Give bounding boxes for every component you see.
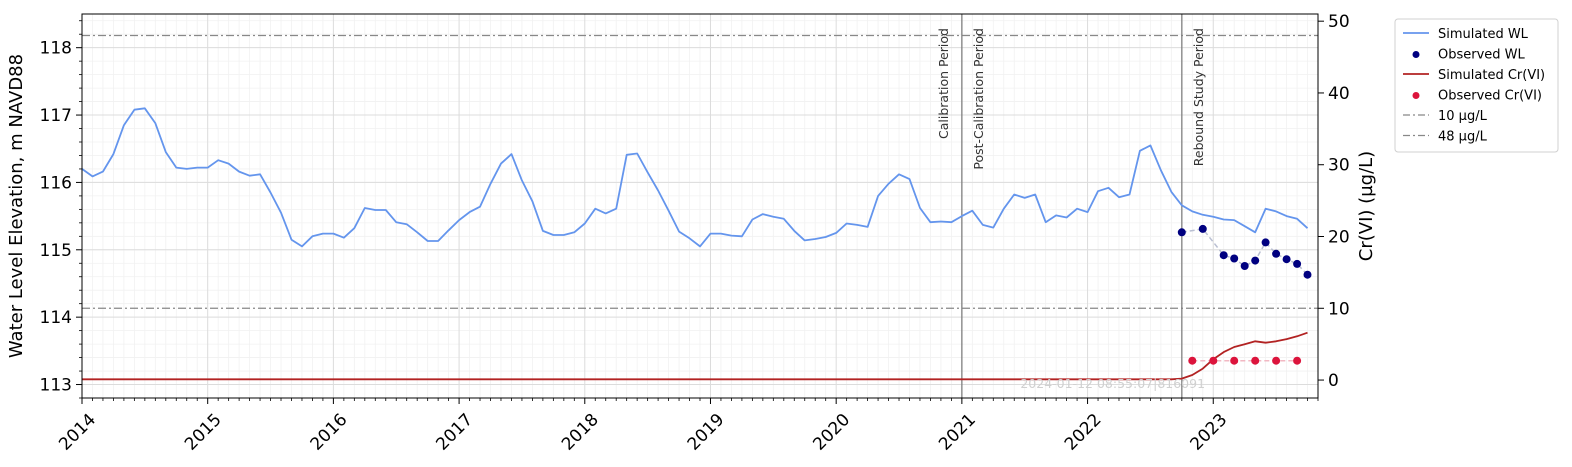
data-point <box>1230 254 1239 263</box>
period-label: Calibration Period <box>936 28 951 139</box>
data-point <box>1251 256 1260 265</box>
y-left-tick-label: 116 <box>40 173 72 193</box>
legend-label: Observed Cr(VI) <box>1438 89 1542 104</box>
data-point <box>1219 251 1228 260</box>
y-left-tick-label: 118 <box>40 39 72 59</box>
y-axis-left-label: Water Level Elevation, m NAVD88 <box>6 54 27 358</box>
y-right-tick-label: 40 <box>1328 84 1350 104</box>
legend-label: 10 µg/L <box>1438 109 1488 124</box>
y-left-tick-label: 114 <box>40 308 72 328</box>
legend-box <box>1394 18 1559 153</box>
legend-label: Observed WL <box>1438 48 1526 63</box>
data-point <box>1293 259 1302 268</box>
legend-label: Simulated Cr(VI) <box>1438 68 1545 83</box>
data-point <box>1198 224 1207 233</box>
data-point <box>1272 356 1281 365</box>
data-point <box>1272 249 1281 258</box>
period-lines: Calibration Period Post-Calibration Perio… <box>936 14 1206 398</box>
legend-swatch <box>1412 92 1420 99</box>
series-line <box>81 107 1309 248</box>
threshold-lines <box>82 34 1318 309</box>
data-point <box>1177 228 1186 237</box>
legend-label: 48 µg/L <box>1438 130 1488 145</box>
y-left-tick-label: 113 <box>40 376 72 396</box>
data-point <box>1188 356 1197 365</box>
y-left-tick-label: 115 <box>40 241 72 261</box>
series-line <box>82 331 1308 381</box>
data-point <box>1230 356 1239 365</box>
y-axis-right: 0 10 20 30 40 50 <box>1318 12 1350 391</box>
legend-swatch <box>1412 51 1420 58</box>
y-left-tick-label: 117 <box>40 106 72 126</box>
data-point <box>1209 356 1218 365</box>
legend: Simulated WL Observed WL Simulated Cr(VI) O… <box>1394 18 1559 153</box>
legend-label: Simulated WL <box>1438 27 1529 42</box>
y-right-tick-label: 0 <box>1328 371 1339 391</box>
data-point <box>1261 238 1270 247</box>
data-point <box>1293 356 1302 365</box>
timestamp-watermark: 2024-01-12 08:55:07|816091 <box>1020 376 1205 391</box>
period-label: Post-Calibration Period <box>971 28 986 170</box>
y-right-tick-label: 10 <box>1328 299 1350 319</box>
y-axis-left: 113 114 115 116 117 118 <box>40 20 82 399</box>
data-point <box>1282 255 1291 264</box>
y-right-tick-label: 20 <box>1328 228 1350 248</box>
period-label: Rebound Study Period <box>1191 28 1206 166</box>
y-right-tick-label: 50 <box>1328 12 1350 32</box>
data-point <box>1303 270 1312 279</box>
y-axis-right-label: Cr(VI) (µg/L) <box>1356 151 1377 261</box>
data-point <box>1240 262 1249 270</box>
y-right-tick-label: 30 <box>1328 156 1350 176</box>
data-point <box>1251 356 1260 365</box>
series-points <box>1177 224 1312 365</box>
